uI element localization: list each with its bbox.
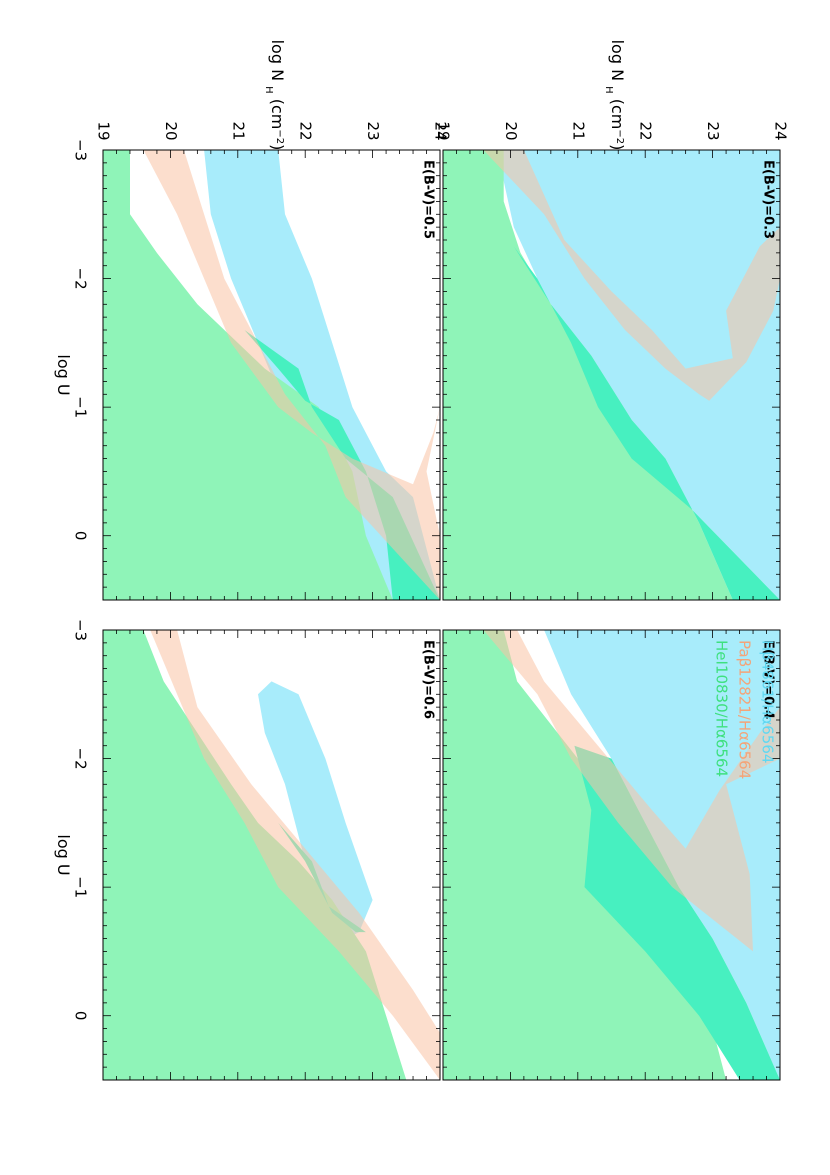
nh-tick-label: 23 — [704, 121, 722, 140]
nh-tick-label: 19 — [435, 121, 453, 140]
x-axis-title-2: log U — [54, 834, 73, 875]
legend-entry-3: HeI10830/Hα6564 — [713, 640, 731, 777]
panel-ebv05 — [103, 150, 440, 600]
x-axis-title-1: log U — [54, 354, 73, 395]
axis-title-sup: −2 — [615, 129, 626, 144]
frames-layer — [102, 149, 781, 1081]
region-hbeta-ebv06 — [258, 681, 373, 939]
legend-entry-1: Hβ4861/Hα6564 — [759, 640, 777, 763]
panel-frame-ebv03 — [442, 149, 781, 601]
legend-entry-2: Paβ12821/Hα6564 — [736, 640, 754, 779]
panel-label-ebv04: E(B-V)=0.4 — [761, 640, 776, 719]
axis-title-unit: (cm — [608, 94, 627, 130]
nh-tick-label: 21 — [569, 121, 587, 140]
axis-title-sub: H — [264, 86, 275, 94]
nh-tick-label: 22 — [297, 121, 315, 140]
ticks-layer — [102, 149, 781, 1081]
nh-tick-label: 19 — [95, 121, 113, 140]
y-axis-title-right-column: log N H (cm−2) — [604, 40, 628, 151]
nh-tick-label: 20 — [162, 121, 180, 140]
nh-tick-label: 23 — [364, 121, 382, 140]
nh-tick-label: 24 — [432, 121, 450, 140]
axis-title-sub: H — [604, 86, 615, 94]
region-pabeta-ebv06 — [150, 630, 440, 1080]
region-hei-ebv04 — [443, 630, 727, 1080]
region-pabeta-ebv04 — [483, 630, 780, 952]
logu-tick-label: −2 — [72, 748, 90, 770]
axis-title-close: ) — [608, 144, 627, 150]
panel-label-ebv05: E(B-V)=0.5 — [421, 160, 436, 239]
panel-label-ebv03: E(B-V)=0.3 — [761, 160, 776, 239]
axis-title-unit: (cm — [268, 94, 287, 130]
logu-tick-label: −1 — [72, 876, 90, 898]
panel-frame-ebv05 — [102, 149, 441, 601]
nh-tick-label: 20 — [502, 121, 520, 140]
nh-tick-label: 21 — [229, 121, 247, 140]
region-hbeta-ebv03 — [496, 150, 780, 600]
panel-ebv03 — [443, 150, 780, 600]
axis-title-main: log N — [268, 40, 287, 87]
logu-tick-label: 0 — [71, 1011, 89, 1021]
region-pabeta-ebv05 — [143, 150, 440, 600]
labels-layer: E(B-V)=0.3 E(B-V)=0.4 E(B-V)=0.5 E(B-V)=0.6… — [54, 40, 790, 1021]
axis-title-main: log N — [608, 40, 627, 87]
nh-tick-label: 24 — [772, 121, 790, 140]
region-pabeta-ebv03 — [483, 150, 780, 401]
panel-ebv06 — [103, 630, 440, 1080]
panel-label-ebv06: E(B-V)=0.6 — [421, 640, 436, 719]
logu-tick-label: −3 — [72, 139, 90, 161]
panels-layer — [103, 150, 780, 1080]
region-hei-ebv06 — [103, 630, 407, 1080]
region-hei-ebv05 — [103, 150, 393, 600]
logu-tick-label: −2 — [72, 268, 90, 290]
axis-title-sup: −2 — [275, 129, 286, 144]
panel-frame-ebv06 — [102, 629, 441, 1081]
nh-tick-label: 22 — [637, 121, 655, 140]
y-axis-title-left-column: log N H (cm−2) — [264, 40, 288, 151]
logu-tick-label: 0 — [72, 531, 90, 541]
axis-title-close: ) — [268, 144, 287, 150]
panel-frame-ebv04 — [442, 629, 781, 1081]
logu-tick-label: −3 — [72, 619, 90, 641]
panel-ebv04 — [443, 630, 780, 1080]
logu-tick-label: −1 — [72, 396, 90, 418]
